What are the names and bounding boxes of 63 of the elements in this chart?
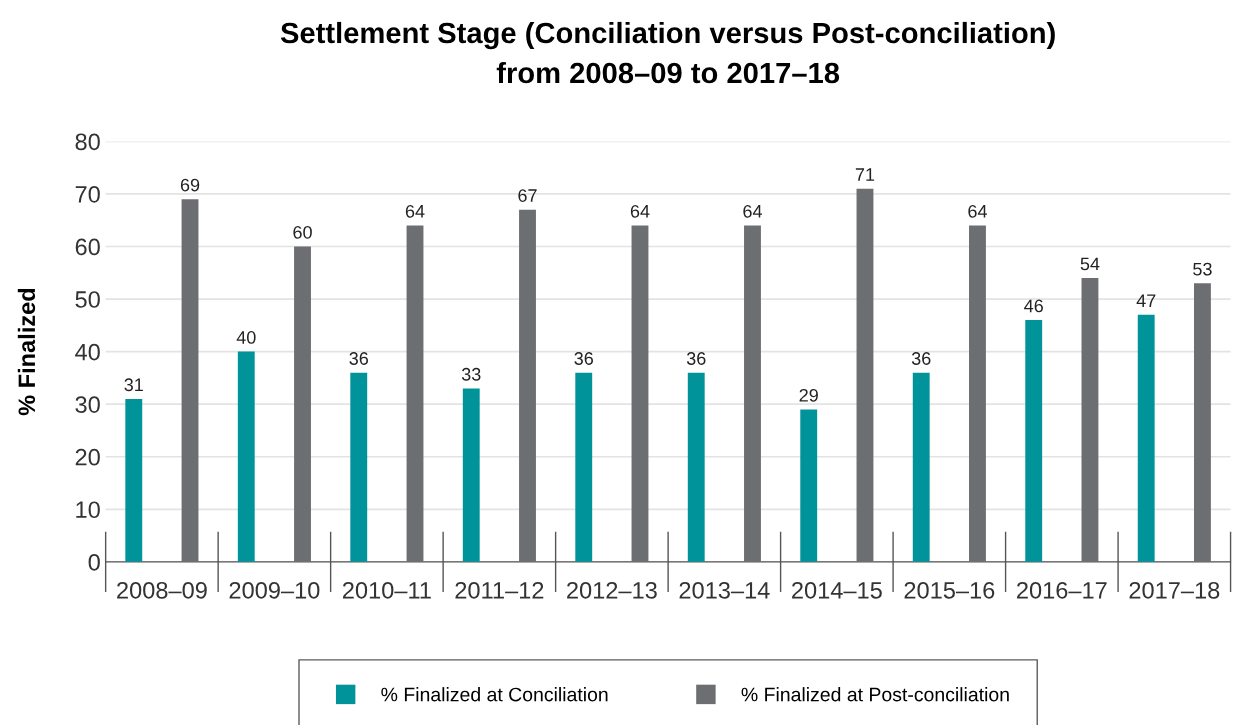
x-tick-label: 2012–13 [567,581,657,599]
x-tick-label: 2011–12 [455,581,544,599]
y-tick-label: 50 [75,291,100,308]
y-tick-label: 10 [76,501,100,519]
x-tick-label: 2010–11 [342,581,431,599]
y-tick-label: 40 [75,343,100,361]
data-label: 33 [461,367,481,381]
bar [912,372,930,562]
bar [800,409,818,562]
y-tick-label: 60 [75,238,100,256]
y-tick-label: 20 [75,448,100,466]
data-label: 36 [574,352,593,365]
data-label: 54 [1080,257,1100,271]
bar [1194,283,1211,562]
data-label: 36 [911,352,931,365]
x-tick-label: 2015–16 [904,581,995,599]
x-tick-label: 2009–10 [229,581,320,599]
data-label: 67 [518,189,537,202]
bar [1137,314,1155,562]
x-tick-label: 2013–14 [679,581,770,599]
bar [631,225,649,562]
bar [856,188,874,562]
data-label: 36 [349,352,369,365]
bar [237,351,255,562]
x-tick-label: 2008–09 [117,581,207,599]
bar [294,246,311,562]
data-label: 29 [799,388,818,402]
bar [406,225,424,562]
bar [575,372,593,562]
data-label: 40 [236,331,256,344]
data-label: 64 [968,204,987,218]
data-label: 64 [743,204,762,218]
y-axis-title: % Finalized [17,288,36,416]
bar [350,372,368,562]
data-label: 36 [686,352,706,365]
data-label: 64 [405,204,425,218]
y-tick-label: 80 [75,133,100,151]
bar [969,225,986,562]
data-label: 53 [1193,262,1212,276]
y-tick-label: 30 [75,396,100,413]
data-label: 69 [180,178,200,192]
bar [1025,320,1043,562]
legend-label: % Finalized at Conciliation [381,687,608,702]
bar [1081,278,1099,562]
data-label: 47 [1136,294,1156,307]
data-label: 71 [855,168,875,181]
data-label: 31 [124,378,143,392]
bar [181,199,199,562]
data-label: 64 [630,204,650,218]
bar [125,398,143,562]
bar [462,388,480,562]
bar [687,372,705,562]
bar [744,225,761,562]
x-tick-label: 2017–18 [1129,581,1220,599]
x-tick-label: 2014–15 [792,581,882,599]
x-tick-label: 2016–17 [1017,581,1107,599]
data-label: 60 [293,225,312,239]
legend-label: % Finalized at Post-conciliation [741,687,1009,702]
y-tick-label: 70 [75,186,100,203]
data-label: 46 [1024,299,1043,313]
chart-title: Settlement Stage (Conciliation versus Post-conciliation) from 2008–09 to 2017–18 [280,21,1055,84]
bar [519,209,536,562]
y-tick-label: 0 [88,553,100,571]
